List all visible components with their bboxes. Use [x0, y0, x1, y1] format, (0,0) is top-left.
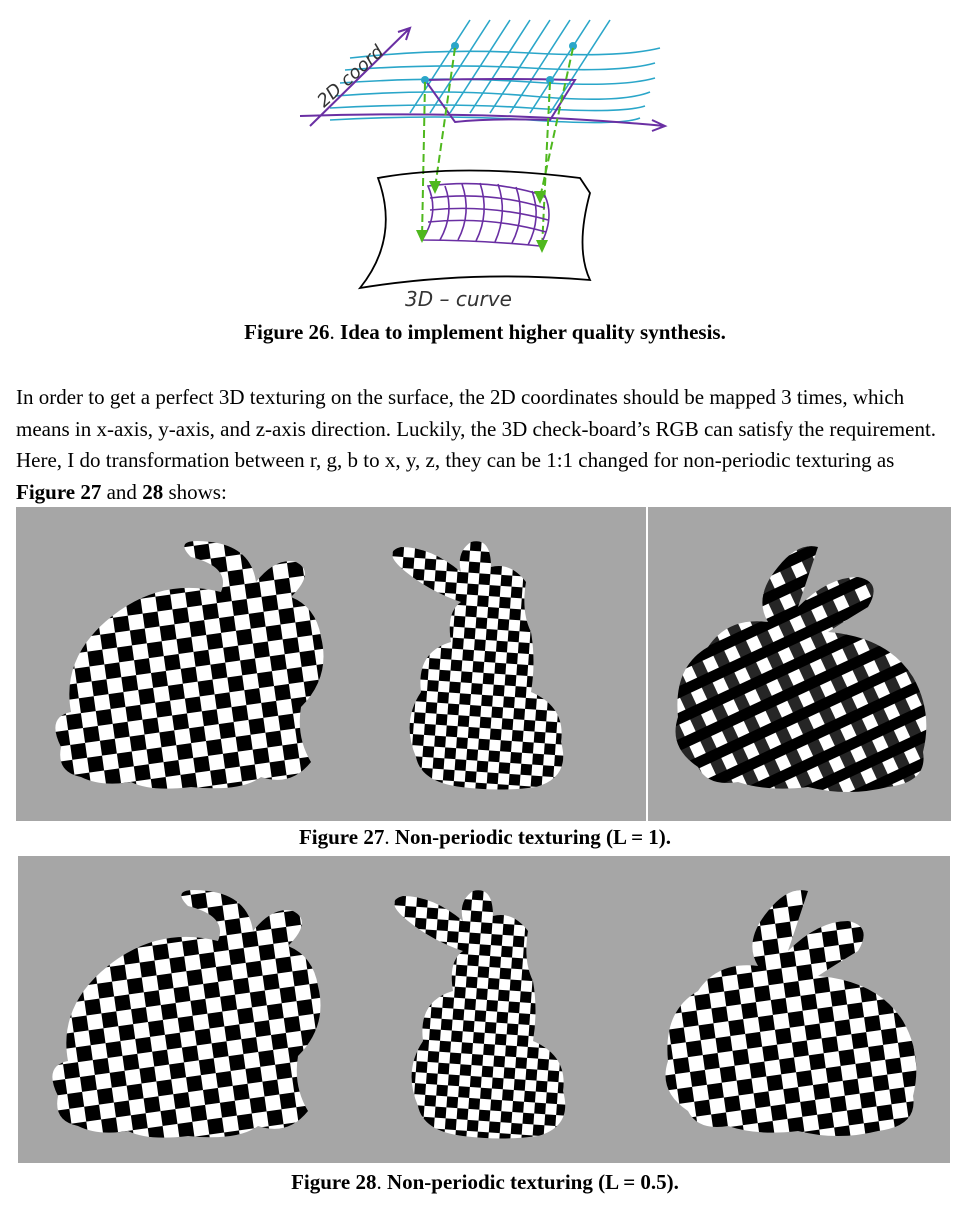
figure-26-label: Figure 26 — [244, 320, 330, 344]
figure-27-panel-left — [16, 507, 646, 821]
figure-27-caption-text: Non-periodic texturing (L = 1). — [389, 825, 672, 849]
figure-27-caption: Figure 27. Non-periodic texturing (L = 1… — [298, 825, 672, 849]
2d-coord-label: 2D coord — [313, 41, 388, 112]
mapping-arrows — [421, 47, 574, 249]
figure-28-caption-text: Non-periodic texturing (L = 0.5). — [381, 1170, 679, 1194]
3d-surface-outline — [357, 169, 592, 290]
figure-28-caption: Figure 28. Non-periodic texturing (L = 0… — [291, 1170, 679, 1194]
figure-27-label: Figure 27 — [298, 825, 385, 849]
3d-curve-label: 3D – curve — [405, 287, 512, 311]
figure-28-label: Figure 28 — [291, 1170, 377, 1194]
bunny-side-view — [55, 541, 323, 789]
bunny-front-view — [392, 541, 563, 789]
grid-patch-outline — [423, 78, 577, 124]
figure-26-sketch: 2D coord 3D – curve — [299, 19, 668, 311]
bunny-side-view — [52, 890, 320, 1138]
y-axis-arrow — [309, 26, 412, 127]
grid-patch-corners — [421, 42, 577, 84]
figure-28-panel — [18, 856, 950, 1163]
2d-coordinate-grid — [329, 19, 661, 124]
figure-26-caption: Figure 26. Idea to implement higher qual… — [244, 320, 726, 344]
3d-curve-grid — [420, 182, 550, 247]
body-paragraph: In order to get a perfect 3D texturing o… — [16, 385, 937, 504]
figure-27-panel-right — [648, 507, 951, 821]
figure-28-reference: 28 — [142, 479, 164, 504]
bunny-three-quarter-view — [676, 546, 927, 792]
bunny-front-view — [394, 890, 565, 1138]
bunny-three-quarter-view — [666, 890, 917, 1136]
figure-27-reference: Figure 27 — [16, 479, 102, 504]
figure-26-caption-text: Idea to implement higher quality synthes… — [334, 320, 726, 344]
mapping-arrowheads — [416, 181, 548, 253]
x-axis-arrow — [299, 113, 668, 132]
